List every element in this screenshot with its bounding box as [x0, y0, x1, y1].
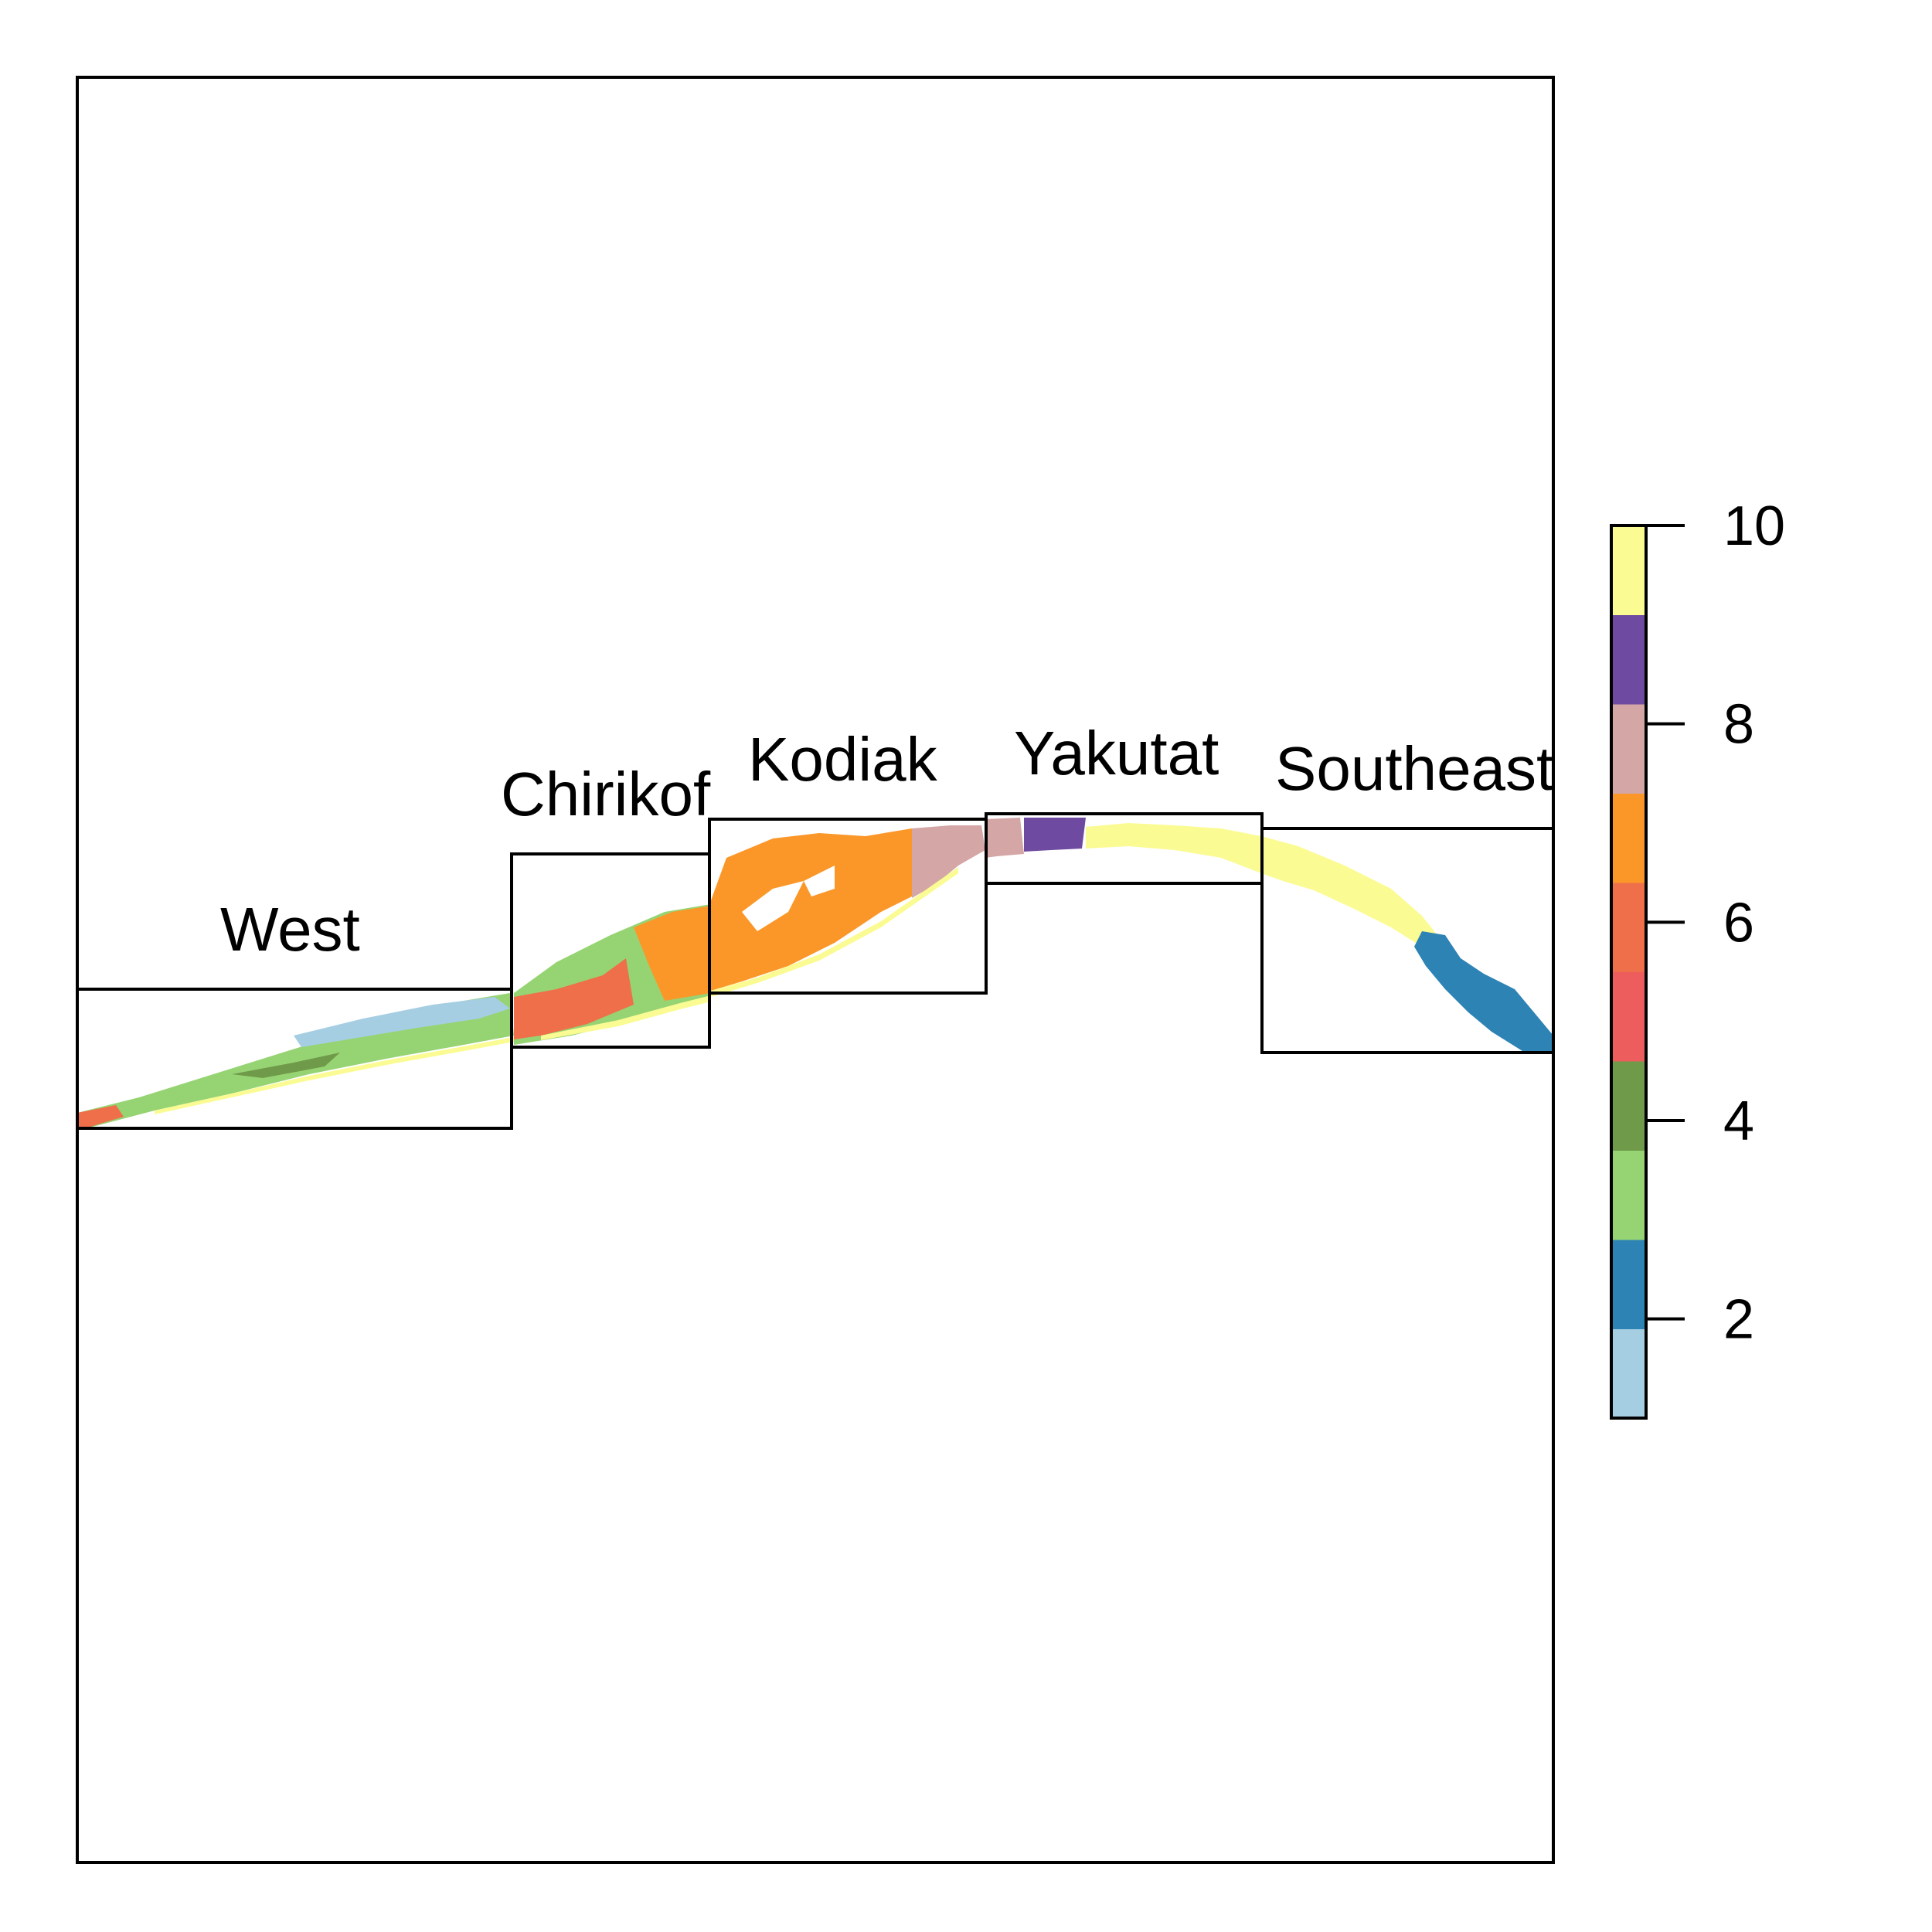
shelf-kodiak: [711, 828, 912, 991]
region-label-chirikof: Chirikof: [501, 760, 711, 828]
region-label-yakutat: Yakutat: [1014, 719, 1219, 787]
legend-tick-label: 6: [1723, 892, 1754, 954]
shelf-west-coast: [155, 1037, 514, 1114]
legend-swatch: [1611, 614, 1646, 705]
legend-frame: [1610, 524, 1648, 1420]
legend-swatch: [1611, 526, 1646, 615]
region-labels: West Chirikof Kodiak Yakutat Southeast: [220, 719, 1553, 964]
legend-ticks: 2 4 6 8 10: [1646, 495, 1785, 1351]
legend-swatch: [1611, 1328, 1646, 1419]
shelf-west-dark: [232, 1053, 340, 1078]
region-label-west: West: [220, 895, 360, 964]
shelf-southeast-yellow: [1261, 836, 1437, 944]
shelf-kodiak-pink: [912, 825, 985, 898]
region-box-southeast: [1260, 827, 1555, 1054]
legend-swatch: [1611, 1240, 1646, 1329]
shelf-west-red: [77, 1105, 124, 1128]
shelf-yakutat-yellow: [1086, 823, 1261, 873]
legend-swatch: [1611, 883, 1646, 972]
legend-tick-label: 2: [1723, 1289, 1754, 1351]
legend-swatches: [1611, 526, 1646, 1419]
shelf-yakutat-purple: [1024, 818, 1086, 852]
shelf-chirikof-orange: [634, 906, 711, 1001]
shelf-chirikof-coast: [541, 995, 711, 1040]
shelf-chirikof-red: [514, 958, 634, 1039]
region-label-kodiak: Kodiak: [748, 725, 938, 794]
shelf-kodiak-coast: [711, 867, 958, 997]
shelf-southeast-blue: [1414, 931, 1553, 1051]
legend-tick-label: 4: [1723, 1090, 1754, 1152]
shelf-west-light: [294, 997, 510, 1047]
color-legend: 2 4 6 8 10: [1610, 495, 1785, 1420]
legend-swatch: [1611, 704, 1646, 794]
legend-swatch: [1611, 1061, 1646, 1151]
legend-tick-label: 10: [1723, 495, 1785, 557]
legend-swatch: [1611, 793, 1646, 883]
shelf-kodiak-holes: [742, 866, 835, 931]
shelf-yakutat-pink: [985, 818, 1024, 858]
legend-tick-label: 8: [1723, 694, 1754, 756]
region-box-west: [76, 988, 513, 1130]
legend-swatch: [1611, 971, 1646, 1062]
region-boxes: [76, 812, 1555, 1130]
right-margin-mask: [1555, 773, 1601, 1082]
plot-frame: [76, 76, 1555, 1864]
shelf-raster: [77, 818, 1553, 1128]
region-box-kodiak: [708, 818, 988, 995]
legend-swatch: [1611, 1150, 1646, 1240]
region-label-southeast: Southeast: [1275, 734, 1553, 803]
